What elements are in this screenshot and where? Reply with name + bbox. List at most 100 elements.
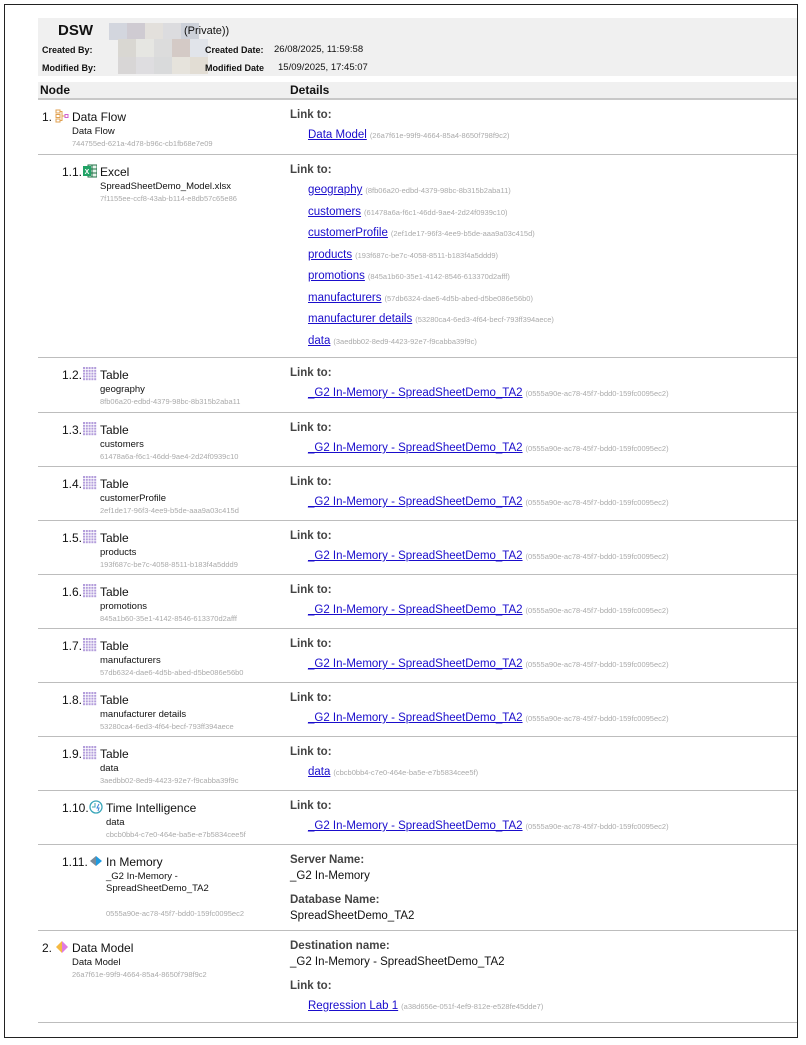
node-row: 1.7. Table manufacturers 57db6324-dae6-4d5b…	[38, 629, 797, 683]
page-frame	[4, 4, 798, 1038]
node-guid: 2ef1de17-96f3-4ee9-b5de-aaa9a03c415d	[100, 506, 239, 515]
node-subtitle: geography	[100, 384, 145, 395]
link-customerprofile[interactable]: customerProfile	[308, 227, 388, 239]
link-guid: (0555a90e-ac78-45f7-bdd0-159fc0095ec2)	[525, 660, 669, 669]
node-details: Link to: geography (8fb06a20-edbd-4379-98b…	[290, 164, 554, 352]
link-item: manufacturer details (53280ca4-6ed3-4f64-…	[308, 309, 554, 331]
detail-label: Link to:	[290, 422, 332, 434]
link-promotions[interactable]: promotions	[308, 270, 365, 282]
link-item: Data Model (26a7f61e-99f9-4664-85a4-8650f…	[308, 125, 510, 147]
link-g2-in-memory-spreadsheetdemo-ta2[interactable]: _G2 In-Memory - SpreadSheetDemo_TA2	[308, 442, 523, 454]
node-details: Link to: data (cbcb0bb4-c7e0-464e-ba5e-e7b…	[290, 746, 478, 784]
link-item: _G2 In-Memory - SpreadSheetDemo_TA2 (0555…	[308, 654, 669, 676]
link-data[interactable]: data	[308, 334, 331, 347]
node-subtitle: promotions	[100, 601, 147, 612]
redacted-created-by	[118, 39, 208, 57]
node-guid: 26a7f61e-99f9-4664-85a4-8650f798f9c2	[72, 970, 207, 979]
link-item: _G2 In-Memory - SpreadSheetDemo_TA2 (0555…	[308, 816, 669, 838]
link-manufacturers[interactable]: manufacturers	[308, 291, 382, 304]
link-g2-in-memory-spreadsheetdemo-ta2[interactable]: _G2 In-Memory - SpreadSheetDemo_TA2	[308, 712, 523, 724]
link-guid: (3aedbb02-8ed9-4423-92e7-f9cabba39f9c)	[333, 336, 477, 346]
node-subtitle: _G2 In-Memory - SpreadSheetDemo_TA2	[106, 871, 209, 894]
detail-value: SpreadSheetDemo_TA2	[290, 910, 415, 922]
node-row: 2. Data Model Data Model 26a7f61e-99f9-4664…	[38, 931, 797, 1023]
detail-label: Link to:	[290, 980, 332, 992]
modified-by-label: Modified By:	[42, 63, 96, 73]
node-row: 1.3. Table customers 61478a6a-f6c1-46dd-9ae…	[38, 413, 797, 467]
node-subtitle: customers	[100, 439, 144, 450]
link-products[interactable]: products	[308, 248, 353, 261]
node-number: 2.	[42, 941, 53, 955]
table-icon	[83, 476, 97, 490]
link-guid: (61478a6a-f6c1-46dd-9ae4-2d24f0939c10)	[364, 207, 508, 217]
link-g2-in-memory-spreadsheetdemo-ta2[interactable]: _G2 In-Memory - SpreadSheetDemo_TA2	[308, 387, 523, 399]
detail-label: Link to:	[290, 476, 332, 488]
detail-label: Database Name:	[290, 894, 380, 906]
node-details: Link to: _G2 In-Memory - SpreadSheetDemo_…	[290, 638, 669, 676]
node-guid: 57db6324-dae6-4d5b-abed-d5be086e56b0	[100, 668, 244, 677]
detail-value: _G2 In-Memory	[290, 870, 370, 882]
node-guid: 744755ed-621a-4d78-b96c-cb1fb68e7e09	[72, 139, 213, 148]
node-details: Destination name: _G2 In-Memory - SpreadS…	[290, 940, 543, 1018]
node-title: Data Flow	[72, 110, 127, 124]
link-item: _G2 In-Memory - SpreadSheetDemo_TA2 (0555…	[308, 600, 669, 622]
node-number: 1.	[42, 110, 53, 124]
node-number: 1.8.	[62, 693, 83, 707]
link-item: promotions (845a1b60-35e1-4142-8546-61337…	[308, 266, 554, 288]
node-subtitle: products	[100, 547, 137, 558]
node-number: 1.3.	[62, 423, 83, 437]
node-guid: cbcb0bb4-c7e0-464e-ba5e-e7b5834cee5f	[106, 830, 246, 839]
link-guid: (845a1b60-35e1-4142-8546-613370d2afff)	[367, 272, 510, 281]
link-g2-in-memory-spreadsheetdemo-ta2[interactable]: _G2 In-Memory - SpreadSheetDemo_TA2	[308, 550, 523, 562]
detail-label: Destination name:	[290, 940, 390, 952]
node-subtitle: Data Model	[72, 957, 121, 968]
link-item: _G2 In-Memory - SpreadSheetDemo_TA2 (0555…	[308, 438, 669, 460]
node-row: 1.10. Time Intelligence data cbcb0bb4-c7e0-…	[38, 791, 797, 845]
link-manufacturer-details[interactable]: manufacturer details	[308, 313, 413, 325]
link-g2-in-memory-spreadsheetdemo-ta2[interactable]: _G2 In-Memory - SpreadSheetDemo_TA2	[308, 496, 523, 508]
link-regression-lab-1[interactable]: Regression Lab 1	[308, 1000, 399, 1012]
excel-icon: X	[83, 164, 98, 178]
node-title: Data Model	[72, 941, 134, 955]
link-guid: (0555a90e-ac78-45f7-bdd0-159fc0095ec2)	[525, 552, 669, 561]
link-guid: (2ef1de17-96f3-4ee9-b5de-aaa9a03c415d)	[390, 229, 535, 238]
link-guid: (53280ca4-6ed3-4f64-becf-793ff394aece)	[415, 315, 554, 324]
table-icon	[83, 638, 97, 652]
node-row: 1.8. Table manufacturer details 53280ca4-6e…	[38, 683, 797, 737]
link-g2-in-memory-spreadsheetdemo-ta2[interactable]: _G2 In-Memory - SpreadSheetDemo_TA2	[308, 604, 523, 616]
privacy-label: (Private))	[184, 25, 230, 37]
node-title: Table	[100, 585, 129, 599]
table-icon	[83, 746, 97, 760]
node-title: Table	[100, 477, 129, 491]
created-date-label: Created Date:	[205, 45, 264, 55]
node-guid: 0555a90e-ac78-45f7-bdd0-159fc0095ec2	[106, 909, 245, 918]
node-details: Link to: _G2 In-Memory - SpreadSheetDemo_…	[290, 800, 669, 838]
link-guid: (8fb06a20-edbd-4379-98bc-8b315b2aba11)	[365, 186, 511, 195]
node-number: 1.9.	[62, 747, 83, 761]
node-table: 1. Data Flow Data Flow 744755ed-621a-4d78-b…	[38, 100, 797, 1023]
redacted-name	[109, 23, 199, 40]
link-item: geography (8fb06a20-edbd-4379-98bc-8b315b…	[308, 180, 554, 202]
link-guid: (a38d656e-051f-4ef9-812e-e528fe45dde7)	[401, 1002, 544, 1011]
node-row: 1.4. Table customerProfile 2ef1de17-96f3-4e…	[38, 467, 797, 521]
node-guid: 8fb06a20-edbd-4379-98bc-8b315b2aba11	[100, 397, 241, 406]
node-title: Table	[100, 693, 129, 707]
node-number: 1.10.	[62, 801, 89, 815]
document-title: DSW	[58, 22, 93, 39]
detail-value: _G2 In-Memory - SpreadSheetDemo_TA2	[290, 956, 505, 968]
node-details: Link to: _G2 In-Memory - SpreadSheetDemo_…	[290, 530, 669, 568]
link-geography[interactable]: geography	[308, 184, 363, 196]
link-guid: (57db6324-dae6-4d5b-abed-d5be086e56b0)	[384, 293, 533, 303]
link-g2-in-memory-spreadsheetdemo-ta2[interactable]: _G2 In-Memory - SpreadSheetDemo_TA2	[308, 658, 523, 670]
link-g2-in-memory-spreadsheetdemo-ta2[interactable]: _G2 In-Memory - SpreadSheetDemo_TA2	[308, 820, 523, 832]
node-details: Server Name: _G2 In-Memory Database Name: S…	[290, 854, 414, 934]
detail-label: Link to:	[290, 164, 332, 176]
link-data-model[interactable]: Data Model	[308, 129, 367, 141]
node-title: Excel	[100, 165, 130, 179]
link-guid: (26a7f61e-99f9-4664-85a4-8650f798f9c2)	[369, 131, 510, 140]
link-item: manufacturers (57db6324-dae6-4d5b-abed-d5…	[308, 288, 554, 310]
link-guid: (0555a90e-ac78-45f7-bdd0-159fc0095ec2)	[525, 498, 669, 507]
link-customers[interactable]: customers	[308, 205, 362, 218]
link-data[interactable]: data	[308, 766, 331, 778]
node-row: 1.2. Table geography 8fb06a20-edbd-4379-98b…	[38, 358, 797, 413]
